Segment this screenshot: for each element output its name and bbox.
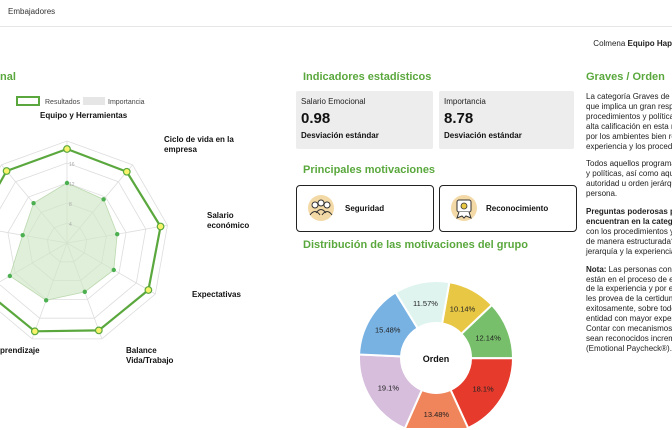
distribution-title: Distribución de las motivaciones del gru… — [303, 239, 528, 251]
indicator-sub: Desviación estándar — [301, 131, 379, 140]
axis-label-equipo: Equipo y Herramientas — [40, 111, 128, 120]
radar-importance-point — [20, 232, 25, 238]
indicator-sub: Desviación estándar — [444, 131, 522, 140]
graves-title: Graves / Orden — [586, 71, 665, 83]
radar-ticks: 4 8 12 16 — [69, 162, 75, 228]
radar-result-point — [94, 326, 103, 335]
axis-label-balance: Balance Vida/Trabajo — [126, 346, 174, 365]
team-icon — [308, 195, 334, 221]
indicator-value: 0.98 — [301, 110, 331, 127]
legend-importance-label: Importancia — [108, 99, 145, 106]
graves-paragraph-3: Preguntas poderosas p encuentran en la ca… — [586, 207, 672, 256]
motivations-title: Principales motivaciones — [303, 164, 436, 176]
donut-slice-label: 15.48% — [375, 326, 401, 335]
radar-grid-ring — [0, 140, 168, 340]
indicator-label: Importancia — [444, 97, 486, 106]
graves-paragraph-4: Nota: Las personas con están en el proce… — [586, 264, 672, 353]
radar-tick-label: 4 — [69, 222, 72, 228]
donut-chart: 10.14% 12.14% 18.1% 13.48% 19.1% 15.48% 11.57%… — [358, 280, 515, 428]
radar-result-point — [144, 286, 153, 294]
radar-tick-label: 16 — [69, 162, 75, 168]
axis-label-ciclo: Ciclo de vida en la empresa — [164, 135, 234, 154]
indicator-card-salario: Salario Emocional 0.98 Desviación estánd… — [296, 91, 433, 149]
donut-slice — [403, 388, 470, 428]
donut-slice-label: 12.14% — [475, 333, 501, 342]
results-line — [0, 147, 162, 333]
legend-importance-swatch — [83, 97, 105, 105]
indicator-label: Salario Emocional — [301, 97, 366, 106]
donut-slice-label: 11.57% — [413, 299, 438, 308]
indicator-value: 8.78 — [444, 110, 474, 127]
top-bar: Embajadores — [0, 0, 672, 27]
donut-slice-label: 13.48% — [424, 410, 450, 419]
radar-importance-point — [111, 267, 116, 273]
award-icon — [451, 195, 477, 221]
donut-slice-label: 10.14% — [450, 305, 476, 314]
donut-slice-label: 19.1% — [378, 383, 400, 392]
radar-tick-label: 12 — [69, 182, 75, 188]
motivation-label: Seguridad — [345, 204, 385, 213]
radar-result-point — [63, 145, 71, 153]
importance-area — [9, 182, 118, 301]
motivation-label: Reconocimiento — [486, 204, 549, 213]
donut-slice-label: 18.1% — [472, 384, 494, 393]
axis-label-aprendizaje: prendizaje — [0, 346, 40, 355]
radar-points — [2, 145, 165, 336]
radar-importance-point — [43, 298, 49, 303]
app-title: Embajadores — [8, 7, 56, 16]
motivation-card-reconocimiento: Reconocimiento — [439, 185, 577, 232]
motivation-card-seguridad: Seguridad — [296, 185, 434, 232]
radar-importance-point — [101, 197, 106, 202]
donut-center-label: Orden — [423, 354, 450, 364]
axis-label-salario: Salario económico — [207, 211, 250, 230]
radar-importance-point — [31, 200, 36, 206]
radar-chart: Resultados Importancia 4 8 12 16 — [0, 96, 168, 340]
radar-result-point — [156, 222, 165, 231]
radar-result-point — [2, 167, 11, 175]
radar-grid-ring — [7, 182, 127, 300]
radar-result-point — [122, 167, 131, 176]
donut-slice — [394, 280, 451, 330]
graves-paragraph-2: Todos aquellos programa y políticas, así … — [586, 159, 672, 199]
radar-tick-label: 8 — [69, 202, 72, 208]
indicators-title: Indicadores estadísticos — [303, 71, 432, 83]
radar-grid-ring — [0, 162, 147, 319]
company-prefix: Colmena — [593, 39, 626, 48]
radar-importance-point — [64, 180, 70, 186]
radar-importance-point — [115, 231, 120, 237]
legend-results-label: Resultados — [45, 99, 81, 106]
radar-result-point — [30, 327, 39, 336]
radar-importance-point — [82, 289, 87, 295]
radar-importance-point — [7, 273, 13, 279]
left-section-title: nal — [0, 71, 16, 83]
company-name: Equipo Hap — [627, 39, 672, 48]
axis-label-expectativas: Expectativas — [192, 290, 241, 299]
indicator-card-importancia: Importancia 8.78 Desviación estándar — [439, 91, 574, 149]
company-label: Colmena Equipo Hap — [593, 39, 672, 48]
legend-results-swatch — [16, 96, 40, 106]
